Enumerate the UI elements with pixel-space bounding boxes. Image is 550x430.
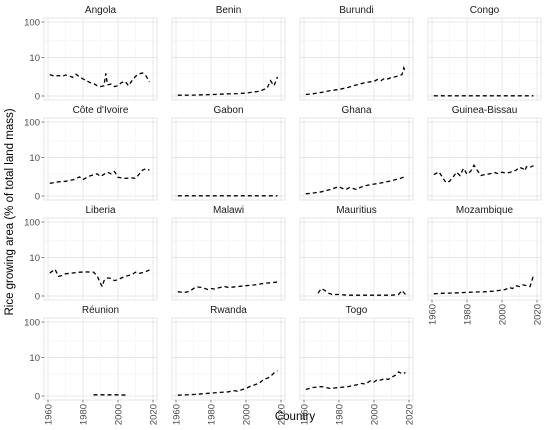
facet-title: Congo xyxy=(470,5,500,16)
facet-title: Gabon xyxy=(213,105,243,116)
y-tick-label: 100 xyxy=(24,218,40,229)
facet-title: Benin xyxy=(216,5,242,16)
x-tick-label: 1980 xyxy=(79,404,90,425)
facet-title: Côte d'Ivoire xyxy=(73,105,129,116)
facet-panel: Gabon xyxy=(172,105,285,200)
facet-title: Mauritius xyxy=(336,205,377,216)
x-tick-label: 1960 xyxy=(428,304,439,325)
facet-title: Rwanda xyxy=(210,305,247,316)
facet-panel: Liberia 0 10 100 xyxy=(24,205,157,303)
facet-panel: Burundi xyxy=(300,5,413,100)
facet-title: Togo xyxy=(346,305,368,316)
y-axis-title: Rice growing area (% of total land mass) xyxy=(4,108,16,315)
facet-title: Guinea-Bissau xyxy=(452,105,518,116)
x-tick-label: 1980 xyxy=(335,404,346,425)
facet-panel: Guinea-Bissau xyxy=(428,105,541,200)
facet-title: Mozambique xyxy=(456,205,514,216)
facet-panel: Ghana xyxy=(300,105,413,200)
facet-panel: Mozambique 1960 1980 2000 2020 xyxy=(428,205,544,325)
y-tick-label: 0 xyxy=(35,392,40,403)
facet-title: Malawi xyxy=(213,205,244,216)
facet-panel: Angola 0 10 100 xyxy=(24,5,157,103)
facet-panel: Benin xyxy=(172,5,285,100)
y-tick-label: 100 xyxy=(24,118,40,129)
x-tick-label: 1960 xyxy=(300,404,311,425)
facet-panel: Réunion 0 10 100 1960 1980 2000 2020 xyxy=(24,305,159,425)
facet-title: Ghana xyxy=(341,105,371,116)
y-tick-label: 100 xyxy=(24,318,40,329)
x-tick-label: 1960 xyxy=(44,404,55,425)
y-tick-label: 10 xyxy=(29,53,40,64)
facet-panel: Malawi xyxy=(172,205,285,300)
y-tick-label: 0 xyxy=(35,92,40,103)
facet-panel: Rwanda 1960 1980 2000 2020 xyxy=(172,305,288,425)
x-tick-label: 1960 xyxy=(172,404,183,425)
x-tick-label: 2000 xyxy=(498,304,509,325)
y-tick-label: 10 xyxy=(29,253,40,264)
facet-panel: Côte d'Ivoire 0 10 100 xyxy=(24,105,157,203)
facet-title: Réunion xyxy=(82,305,119,316)
facet-title: Liberia xyxy=(85,205,115,216)
y-tick-label: 0 xyxy=(35,292,40,303)
facet-title: Burundi xyxy=(339,5,373,16)
facet-panel: Congo xyxy=(428,5,541,100)
y-tick-label: 100 xyxy=(24,18,40,29)
facet-panel: Togo 1960 1980 2000 2020 xyxy=(300,305,416,425)
y-tick-label: 10 xyxy=(29,353,40,364)
x-tick-label: 2020 xyxy=(533,304,544,325)
y-tick-label: 10 xyxy=(29,153,40,164)
x-tick-label: 2000 xyxy=(370,404,381,425)
x-tick-label: 2020 xyxy=(405,404,416,425)
x-tick-label: 2020 xyxy=(149,404,160,425)
facet-panel: Mauritius xyxy=(300,205,413,300)
x-tick-label: 2000 xyxy=(242,404,253,425)
x-tick-label: 1980 xyxy=(463,304,474,325)
facet-title: Angola xyxy=(85,5,117,16)
y-tick-label: 0 xyxy=(35,192,40,203)
x-tick-label: 2000 xyxy=(114,404,125,425)
x-tick-label: 1980 xyxy=(207,404,218,425)
x-tick-label: 2020 xyxy=(277,404,288,425)
